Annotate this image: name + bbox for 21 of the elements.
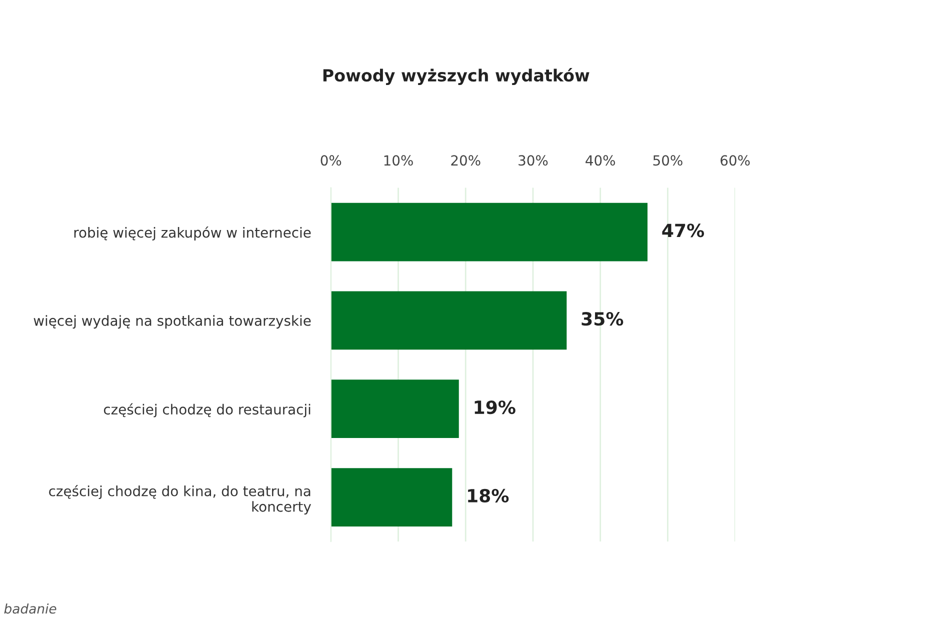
data-label: 35% <box>582 312 624 326</box>
bar <box>330 202 648 262</box>
data-label: 18% <box>468 488 509 503</box>
text: badanie <box>4 603 56 614</box>
x-tick-label: 0% <box>320 155 342 166</box>
y-tick-label: robię więcej zakupów w internecie <box>74 226 311 240</box>
chart-title: Powody wyższych wydatków <box>323 68 590 85</box>
x-tick-label: 60% <box>720 155 750 166</box>
data-label: 19% <box>474 400 516 414</box>
x-tick-label: 50% <box>653 155 682 166</box>
y-tick-label: częściej chodzę do restauracji <box>104 403 310 418</box>
bar <box>330 380 459 438</box>
bar <box>330 291 567 350</box>
data-label: 47% <box>662 224 704 238</box>
x-tick-label: 30% <box>518 155 548 166</box>
x-tick-label: 10% <box>384 155 413 166</box>
y-tick-label: więcej wydaję na spotkania towarzyskie <box>34 315 311 329</box>
x-tick-label: 40% <box>586 155 616 166</box>
bar <box>330 468 452 526</box>
x-tick-label: 20% <box>451 155 480 166</box>
y-tick-label: częściej chodzę do kina, do teatru, na koncerty <box>49 485 312 515</box>
